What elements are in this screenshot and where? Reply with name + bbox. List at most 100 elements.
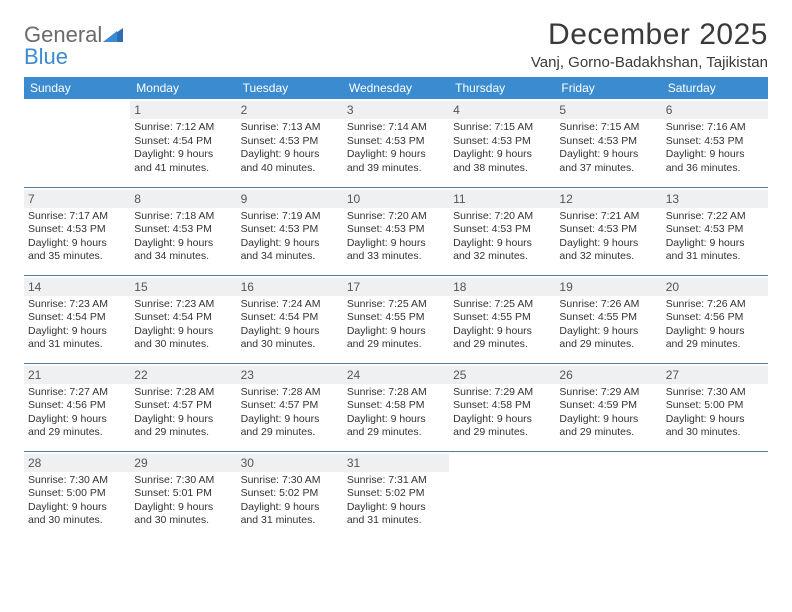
- sunrise-text: Sunrise: 7:24 AM: [241, 298, 339, 312]
- daylight-text: and 29 minutes.: [453, 426, 551, 440]
- calendar-cell: 20Sunrise: 7:26 AMSunset: 4:56 PMDayligh…: [662, 275, 768, 363]
- calendar-cell: 1Sunrise: 7:12 AMSunset: 4:54 PMDaylight…: [130, 99, 236, 187]
- logo-triangle-icon: [103, 24, 123, 46]
- daylight-text: and 34 minutes.: [241, 250, 339, 264]
- daylight-text: and 37 minutes.: [559, 162, 657, 176]
- calendar-cell: [555, 451, 661, 539]
- sunset-text: Sunset: 4:57 PM: [134, 399, 232, 413]
- day-info: Sunrise: 7:30 AMSunset: 5:02 PMDaylight:…: [241, 474, 339, 529]
- sunset-text: Sunset: 4:53 PM: [134, 223, 232, 237]
- day-info: Sunrise: 7:30 AMSunset: 5:00 PMDaylight:…: [28, 474, 126, 529]
- header: General Blue December 2025 Vanj, Gorno-B…: [24, 18, 768, 71]
- daylight-text: Daylight: 9 hours: [666, 148, 764, 162]
- daylight-text: and 30 minutes.: [134, 338, 232, 352]
- calendar-cell: 29Sunrise: 7:30 AMSunset: 5:01 PMDayligh…: [130, 451, 236, 539]
- day-number: 24: [343, 366, 449, 384]
- daylight-text: and 29 minutes.: [347, 426, 445, 440]
- daylight-text: and 30 minutes.: [134, 514, 232, 528]
- daylight-text: Daylight: 9 hours: [134, 413, 232, 427]
- sunset-text: Sunset: 4:55 PM: [347, 311, 445, 325]
- calendar-cell: [662, 451, 768, 539]
- sunrise-text: Sunrise: 7:25 AM: [347, 298, 445, 312]
- sunrise-text: Sunrise: 7:19 AM: [241, 210, 339, 224]
- sunrise-text: Sunrise: 7:17 AM: [28, 210, 126, 224]
- daylight-text: Daylight: 9 hours: [347, 325, 445, 339]
- daylight-text: Daylight: 9 hours: [559, 325, 657, 339]
- daylight-text: Daylight: 9 hours: [134, 237, 232, 251]
- day-info: Sunrise: 7:30 AMSunset: 5:00 PMDaylight:…: [666, 386, 764, 441]
- daylight-text: Daylight: 9 hours: [134, 325, 232, 339]
- sunset-text: Sunset: 4:54 PM: [241, 311, 339, 325]
- day-info: Sunrise: 7:23 AMSunset: 4:54 PMDaylight:…: [134, 298, 232, 353]
- daylight-text: and 35 minutes.: [28, 250, 126, 264]
- daylight-text: Daylight: 9 hours: [134, 501, 232, 515]
- day-info: Sunrise: 7:29 AMSunset: 4:59 PMDaylight:…: [559, 386, 657, 441]
- sunrise-text: Sunrise: 7:29 AM: [453, 386, 551, 400]
- day-number: 12: [555, 190, 661, 208]
- day-number: 14: [24, 278, 130, 296]
- day-header: Sunday: [24, 77, 130, 99]
- sunrise-text: Sunrise: 7:31 AM: [347, 474, 445, 488]
- daylight-text: and 31 minutes.: [666, 250, 764, 264]
- logo-text-blue: Blue: [24, 44, 68, 69]
- day-header: Saturday: [662, 77, 768, 99]
- calendar-cell: [449, 451, 555, 539]
- daylight-text: and 29 minutes.: [241, 426, 339, 440]
- daylight-text: Daylight: 9 hours: [666, 237, 764, 251]
- day-info: Sunrise: 7:20 AMSunset: 4:53 PMDaylight:…: [453, 210, 551, 265]
- day-number: 28: [24, 454, 130, 472]
- sunrise-text: Sunrise: 7:18 AM: [134, 210, 232, 224]
- day-info: Sunrise: 7:23 AMSunset: 4:54 PMDaylight:…: [28, 298, 126, 353]
- day-info: Sunrise: 7:12 AMSunset: 4:54 PMDaylight:…: [134, 121, 232, 176]
- calendar-body: 1Sunrise: 7:12 AMSunset: 4:54 PMDaylight…: [24, 99, 768, 539]
- logo: General Blue: [24, 18, 123, 68]
- sunset-text: Sunset: 4:54 PM: [134, 135, 232, 149]
- day-number: 26: [555, 366, 661, 384]
- sunset-text: Sunset: 4:53 PM: [666, 135, 764, 149]
- daylight-text: Daylight: 9 hours: [134, 148, 232, 162]
- sunset-text: Sunset: 4:57 PM: [241, 399, 339, 413]
- daylight-text: Daylight: 9 hours: [347, 413, 445, 427]
- calendar-cell: 7Sunrise: 7:17 AMSunset: 4:53 PMDaylight…: [24, 187, 130, 275]
- day-header: Thursday: [449, 77, 555, 99]
- title-block: December 2025 Vanj, Gorno-Badakhshan, Ta…: [531, 18, 768, 71]
- sunrise-text: Sunrise: 7:30 AM: [134, 474, 232, 488]
- sunrise-text: Sunrise: 7:30 AM: [241, 474, 339, 488]
- calendar-cell: 25Sunrise: 7:29 AMSunset: 4:58 PMDayligh…: [449, 363, 555, 451]
- sunset-text: Sunset: 4:53 PM: [347, 135, 445, 149]
- daylight-text: Daylight: 9 hours: [28, 325, 126, 339]
- daylight-text: and 29 minutes.: [666, 338, 764, 352]
- day-number: 20: [662, 278, 768, 296]
- day-number: 4: [449, 101, 555, 119]
- calendar-cell: 2Sunrise: 7:13 AMSunset: 4:53 PMDaylight…: [237, 99, 343, 187]
- sunset-text: Sunset: 4:56 PM: [28, 399, 126, 413]
- day-info: Sunrise: 7:29 AMSunset: 4:58 PMDaylight:…: [453, 386, 551, 441]
- calendar-week-row: 1Sunrise: 7:12 AMSunset: 4:54 PMDaylight…: [24, 99, 768, 187]
- day-info: Sunrise: 7:19 AMSunset: 4:53 PMDaylight:…: [241, 210, 339, 265]
- daylight-text: Daylight: 9 hours: [241, 237, 339, 251]
- daylight-text: and 34 minutes.: [134, 250, 232, 264]
- day-info: Sunrise: 7:22 AMSunset: 4:53 PMDaylight:…: [666, 210, 764, 265]
- day-number: 11: [449, 190, 555, 208]
- daylight-text: Daylight: 9 hours: [666, 325, 764, 339]
- day-info: Sunrise: 7:14 AMSunset: 4:53 PMDaylight:…: [347, 121, 445, 176]
- daylight-text: Daylight: 9 hours: [347, 501, 445, 515]
- daylight-text: and 30 minutes.: [28, 514, 126, 528]
- sunset-text: Sunset: 5:02 PM: [347, 487, 445, 501]
- sunrise-text: Sunrise: 7:28 AM: [134, 386, 232, 400]
- calendar-week-row: 14Sunrise: 7:23 AMSunset: 4:54 PMDayligh…: [24, 275, 768, 363]
- sunset-text: Sunset: 4:56 PM: [666, 311, 764, 325]
- sunset-text: Sunset: 5:02 PM: [241, 487, 339, 501]
- day-info: Sunrise: 7:28 AMSunset: 4:58 PMDaylight:…: [347, 386, 445, 441]
- month-title: December 2025: [531, 18, 768, 52]
- daylight-text: and 40 minutes.: [241, 162, 339, 176]
- day-header: Wednesday: [343, 77, 449, 99]
- day-number: 6: [662, 101, 768, 119]
- sunset-text: Sunset: 5:01 PM: [134, 487, 232, 501]
- sunset-text: Sunset: 4:53 PM: [666, 223, 764, 237]
- daylight-text: Daylight: 9 hours: [453, 237, 551, 251]
- day-info: Sunrise: 7:15 AMSunset: 4:53 PMDaylight:…: [559, 121, 657, 176]
- calendar-cell: 15Sunrise: 7:23 AMSunset: 4:54 PMDayligh…: [130, 275, 236, 363]
- calendar-cell: 28 Sunrise: 7:30 AMSunset: 5:00 PMDayligh…: [24, 451, 130, 539]
- sunset-text: Sunset: 4:53 PM: [241, 223, 339, 237]
